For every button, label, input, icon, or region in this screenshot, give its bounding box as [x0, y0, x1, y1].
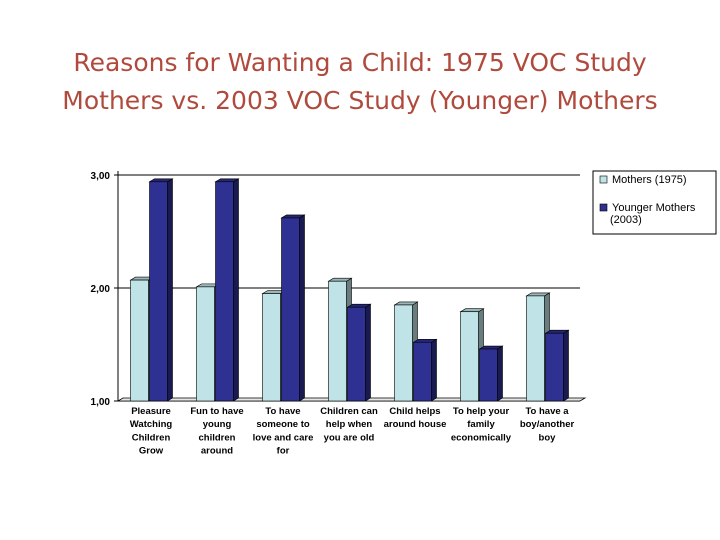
category-label: help when: [326, 419, 373, 430]
bar-2003-4-front: [347, 306, 366, 402]
category-label: boy/another: [520, 419, 575, 430]
bar-2003-7: [544, 329, 570, 402]
bar-1975-4-front: [328, 280, 347, 402]
bar-2003-6: [478, 345, 504, 402]
bar-2003-1-side: [167, 178, 173, 402]
bar-2003-1-front: [149, 181, 168, 402]
category-label: boy: [539, 432, 557, 443]
category-label: Grow: [139, 446, 164, 457]
bar-2003-1: [148, 178, 174, 402]
bar-2003-2-front: [215, 181, 234, 402]
bar-2003-4: [346, 303, 372, 402]
legend-box: [592, 170, 717, 235]
category-label: Fun to have: [190, 406, 243, 417]
y-tick-label: 2,00: [91, 284, 111, 295]
category-label: Child helps: [389, 406, 440, 417]
category-label: To help your: [453, 406, 510, 417]
bar-1975-2-front: [196, 286, 215, 402]
bar-1975-6-front: [460, 311, 479, 402]
bar-2003-6-front: [479, 348, 498, 402]
title-line-1: Reasons for Wanting a Child: 1975 VOC St…: [73, 48, 647, 77]
category-label: for: [277, 446, 290, 457]
bar-2003-3-side: [299, 214, 305, 402]
category-label: economically: [451, 432, 512, 443]
legend-label: Younger Mothers: [612, 202, 696, 214]
bar-2003-7-side: [563, 329, 569, 402]
category-label: young: [203, 419, 232, 430]
slide-title: Reasons for Wanting a Child: 1975 VOC St…: [0, 44, 720, 120]
legend-swatch-1: [599, 175, 608, 184]
bar-2003-5-side: [431, 338, 437, 402]
category-label: Children can: [320, 406, 378, 417]
bar-2003-5-front: [413, 341, 432, 402]
bar-1975-1-front: [130, 279, 149, 402]
bar-1975-5-front: [394, 304, 413, 402]
legend-label: Mothers (1975): [612, 174, 687, 186]
category-label: family: [467, 419, 495, 430]
bar-2003-4-side: [365, 303, 371, 402]
bar-2003-3-front: [281, 217, 300, 402]
bar-2003-2: [214, 178, 240, 402]
category-label: Pleasure: [131, 406, 171, 417]
category-label: someone to: [256, 419, 310, 430]
bar-2003-3: [280, 214, 306, 402]
legend-swatch-2: [599, 203, 608, 212]
category-label: you are old: [324, 432, 375, 443]
category-label: around house: [384, 419, 447, 430]
bar-2003-5: [412, 338, 438, 402]
category-label: Watching: [130, 419, 173, 430]
category-label: love and care: [253, 432, 314, 443]
y-tick-label: 3,00: [91, 171, 111, 182]
y-tick-label: 1,00: [91, 397, 111, 408]
bar-2003-7-front: [545, 332, 564, 402]
bar-1975-3-front: [262, 293, 281, 402]
bar-2003-2-side: [233, 178, 239, 402]
bar-1975-7-front: [526, 295, 545, 402]
legend-label: (2003): [610, 214, 642, 226]
category-label: To have a: [525, 406, 569, 417]
category-label: around: [201, 446, 233, 457]
category-label: children: [199, 432, 236, 443]
category-label: Children: [132, 432, 171, 443]
category-label: To have: [265, 406, 300, 417]
title-line-2: Mothers vs. 2003 VOC Study (Younger) Mot…: [62, 86, 658, 115]
bar-2003-6-side: [497, 345, 503, 402]
